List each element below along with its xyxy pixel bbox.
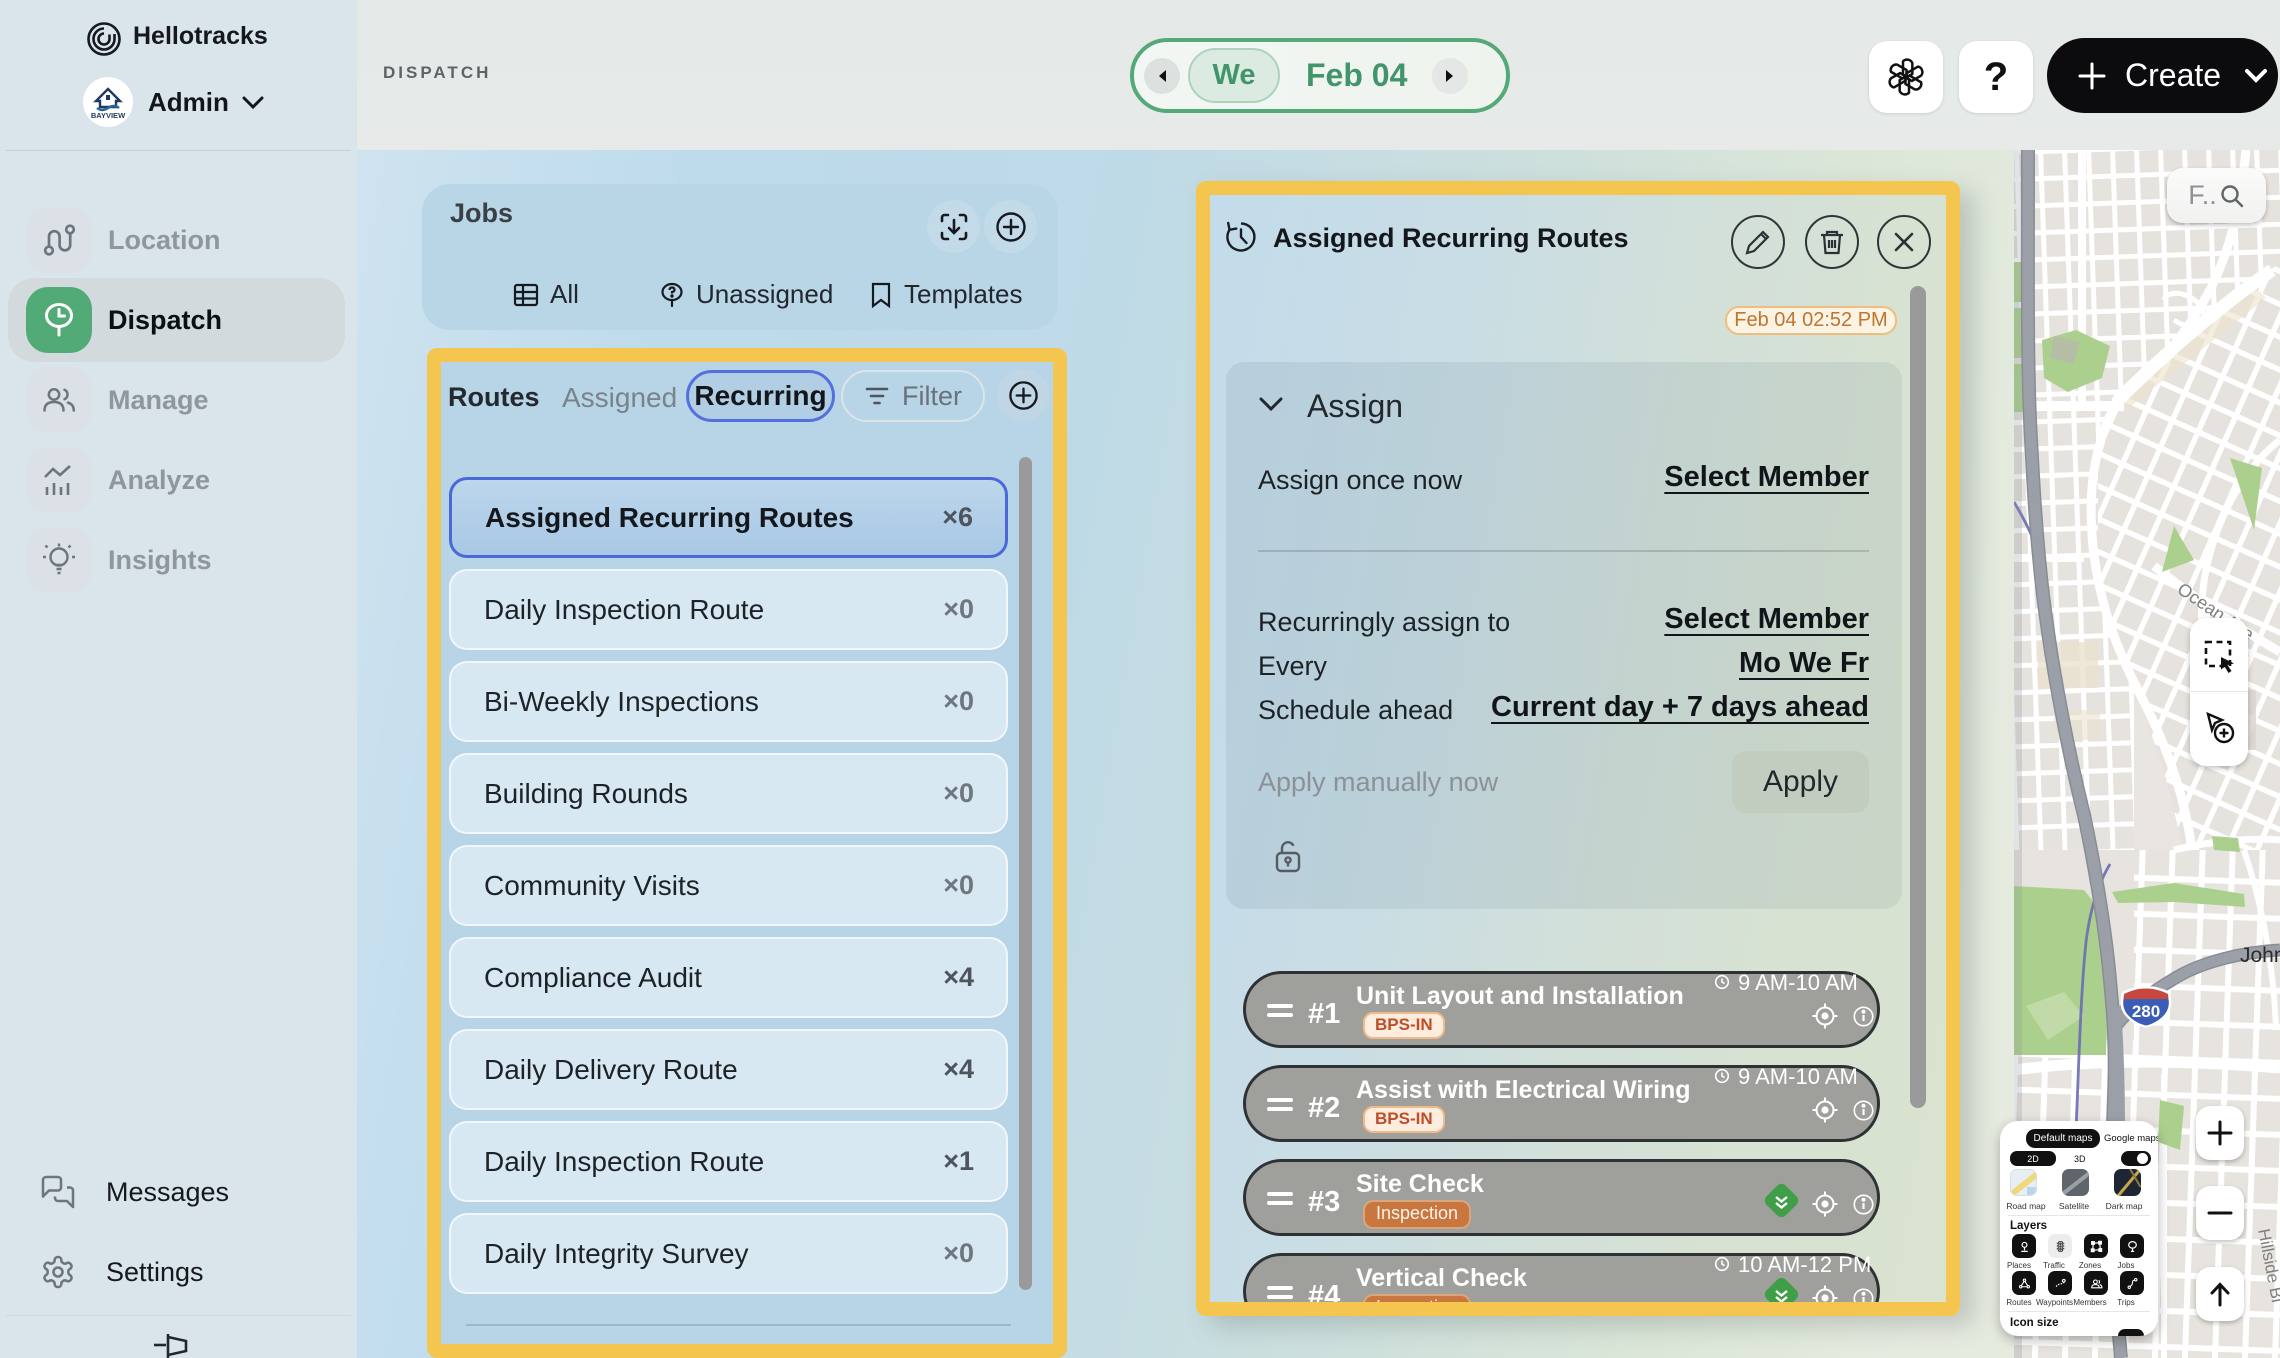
svg-text:BAYVIEW: BAYVIEW [91, 111, 126, 120]
svg-text:John: John [2240, 944, 2280, 967]
svg-text:280: 280 [2132, 1002, 2160, 1021]
